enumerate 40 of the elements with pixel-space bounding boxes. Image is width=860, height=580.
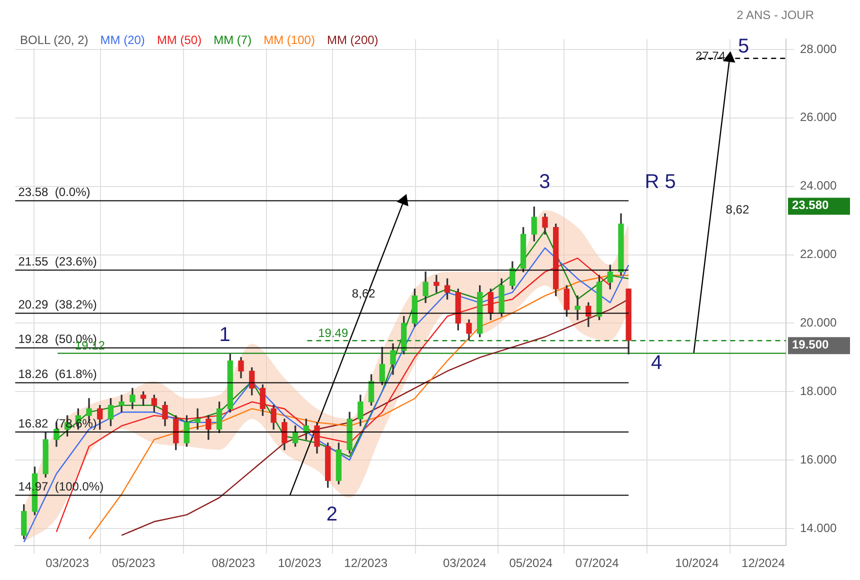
ref-line-label: 18.26 (61.8%) [18,367,97,382]
text: MM (50) [156,33,202,47]
x-tick-label: 08/2023 [212,556,256,570]
annotation: 2 [326,504,338,526]
ref-line-label: 21.55 (23.6%) [18,254,97,268]
x-tick-label: 10/2024 [675,556,719,570]
ref-line-label: 23.58 (0.0%) [18,185,90,200]
annotation: 1 [219,324,230,346]
y-tick-label: 16.000 [800,452,838,466]
text: MM (7) [214,33,252,47]
annotation: 27.74 [695,49,726,64]
y-tick-label: 26.000 [800,110,838,124]
x-tick-label: 05/2024 [509,556,553,570]
y-tick-label: 22.000 [800,247,838,262]
annotation: 19.49 [318,326,348,340]
chart-subtitle: 2 ANS - JOUR [736,8,815,24]
x-tick-label: 12/2023 [344,556,388,570]
annotation: BOLL (20, 2) [20,33,88,47]
text: 23.580 [792,198,830,212]
y-tick-label: 18.000 [800,384,838,398]
y-tick-label: 14.000 [800,520,838,535]
y-tick-label: 20.000 [800,316,838,330]
text: MM (20) [100,33,145,47]
x-tick-label: 05/2023 [112,556,156,570]
annotation: R 5 [644,171,676,194]
text: MM (100) [264,33,315,47]
x-tick-label: 10/2023 [278,556,322,570]
text: 19.500 [792,337,830,352]
annotation: 4 [650,352,662,374]
annotation: 3 [539,171,550,194]
annotation: 5 [738,35,750,58]
annotation: 8,62 [726,202,750,217]
x-tick-label: 12/2024 [742,556,786,570]
y-tick-label: 24.000 [800,178,838,193]
ref-line-label: 20.29 (38.2%) [18,298,97,312]
x-tick-label: 03/2023 [46,556,90,570]
x-tick-label: 03/2024 [442,556,487,570]
y-tick-label: 28.000 [800,42,838,56]
text: MM (200) [326,33,378,47]
x-tick-label: 07/2024 [575,556,620,570]
